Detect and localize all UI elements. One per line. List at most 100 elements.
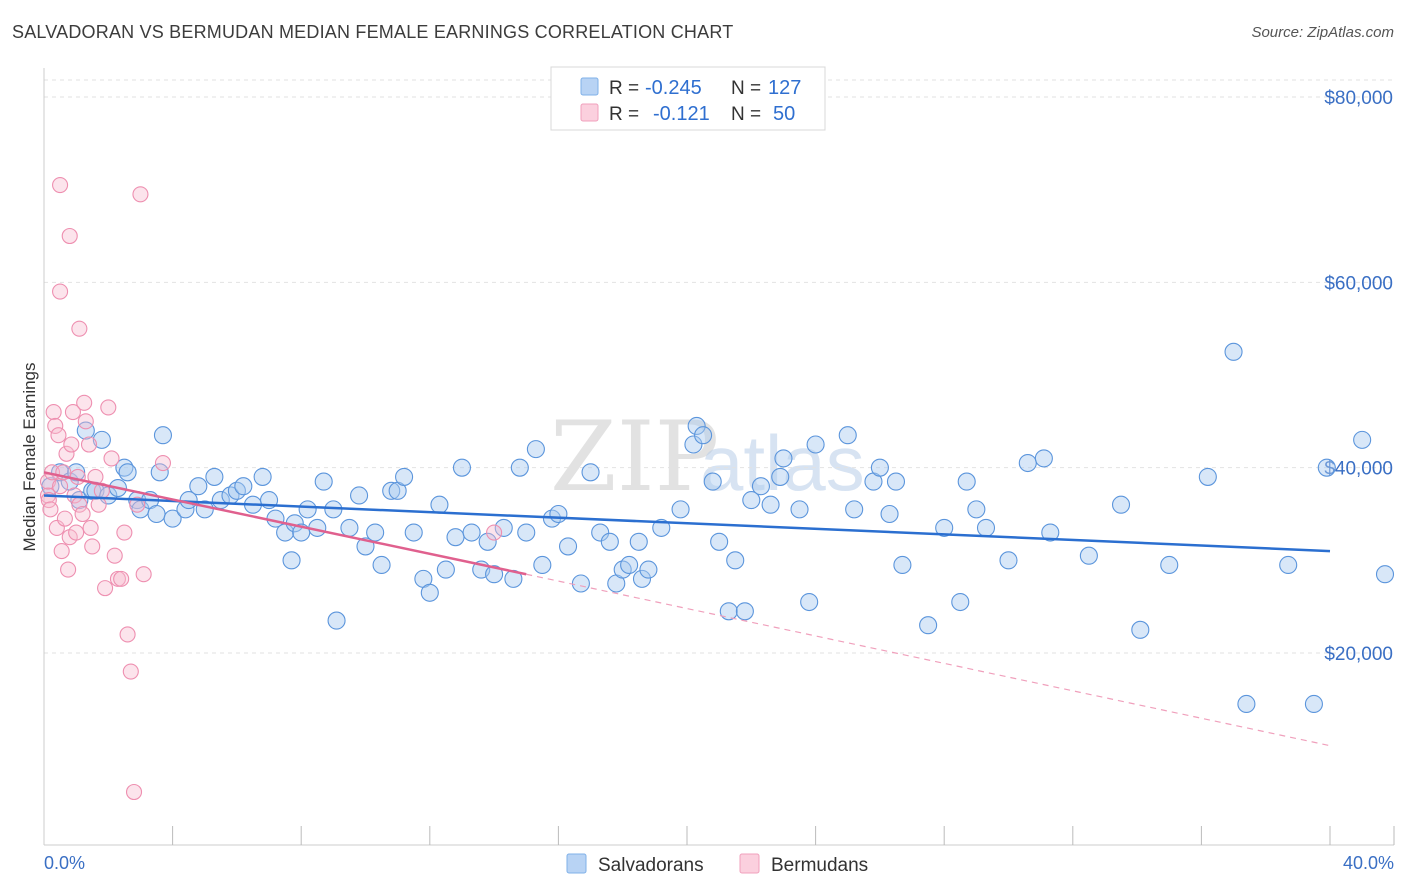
salvadoran-point — [1034, 449, 1053, 468]
bermudans-points — [39, 176, 503, 801]
legend-r-label-2: R = — [609, 104, 639, 125]
salvadoran-point — [629, 532, 648, 551]
bermudan-point — [103, 450, 120, 467]
salvadoran-point — [1317, 458, 1336, 477]
salvadoran-point — [632, 569, 652, 588]
salvadoran-point — [340, 518, 359, 537]
salvadoran-point — [282, 551, 301, 570]
legend-n-value-salvadorans: 127 — [768, 77, 801, 99]
salvadoran-point — [838, 426, 857, 445]
salvadoran-point — [430, 495, 449, 514]
salvadoran-point — [800, 592, 819, 612]
salvadoran-point — [845, 500, 864, 519]
bermudan-point — [100, 399, 117, 416]
salvadoran-point — [951, 592, 970, 612]
bermudan-point — [64, 404, 81, 421]
bermudan-point — [63, 436, 80, 453]
salvadoran-point — [452, 458, 472, 477]
salvadoran-point — [806, 435, 825, 454]
salvadoran-point — [67, 463, 86, 482]
bermudan-point — [97, 580, 114, 597]
bermudans-trend-line — [43, 471, 527, 576]
salvadoran-point — [790, 500, 809, 519]
bermudan-point — [76, 394, 93, 411]
bermudan-point — [52, 478, 69, 495]
salvadoran-point — [526, 440, 545, 459]
salvadoran-point — [671, 500, 690, 519]
salvadoran-point — [620, 555, 639, 575]
bermudan-point — [52, 176, 69, 194]
x-tick-label-min: 0.0% — [44, 853, 85, 873]
salvadoran-point — [761, 495, 780, 514]
salvadoran-point — [774, 449, 793, 468]
salvadoran-point — [1018, 453, 1037, 473]
salvadoran-point — [1198, 467, 1217, 486]
legend-n-value-bermudans: 50 — [773, 103, 795, 125]
salvadoran-point — [1111, 495, 1131, 514]
salvadoran-point — [1304, 694, 1323, 714]
bermudan-point — [119, 626, 136, 643]
salvadoran-point — [1224, 342, 1243, 361]
salvadoran-point — [694, 426, 713, 445]
salvadoran-point — [153, 426, 173, 445]
salvadoran-point — [549, 504, 568, 524]
salvadoran-point — [1237, 694, 1256, 714]
salvadoran-point — [1160, 555, 1179, 575]
salvadoran-point — [719, 602, 738, 621]
salvadoran-point — [870, 458, 889, 477]
salvadoran-point — [150, 463, 169, 482]
bottom-legend-label-bermudans: Bermudans — [771, 855, 868, 876]
y-tick-labels: $20,000 $40,000 $60,000 $80,000 — [1324, 88, 1393, 665]
legend-swatch-bermudans — [580, 103, 599, 122]
salvadoran-point — [314, 472, 333, 491]
salvadoran-point — [935, 518, 954, 537]
bermudan-point — [135, 566, 152, 583]
bermudan-point — [122, 663, 139, 680]
bottom-legend: Salvadorans Bermudans — [566, 853, 868, 876]
legend-r-value-salvadorans: -0.245 — [645, 77, 702, 99]
salvadoran-point — [613, 560, 632, 579]
y-tick-label: $60,000 — [1324, 273, 1393, 294]
salvadoran-point — [880, 504, 899, 524]
salvadoran-point — [510, 458, 529, 477]
bermudan-point — [106, 547, 123, 564]
bermudan-point — [80, 436, 98, 453]
bottom-legend-swatch-salvadorans — [566, 853, 587, 874]
salvadoran-point — [227, 481, 246, 500]
salvadoran-point — [591, 523, 610, 542]
salvadoran-point — [1131, 620, 1150, 639]
legend-box: R = -0.245 N = 127 R = -0.121 N = 50 — [550, 66, 826, 131]
bermudan-point — [154, 454, 172, 472]
salvadoran-point — [652, 518, 671, 537]
salvadorans-trend-line — [43, 494, 1331, 553]
salvadoran-point — [1041, 523, 1060, 542]
legend-r-label-1: R = — [609, 78, 639, 99]
salvadoran-point — [163, 509, 182, 528]
salvadoran-point — [205, 467, 224, 486]
salvadoran-point — [710, 532, 729, 551]
salvadoran-point — [742, 491, 761, 510]
salvadoran-point — [92, 430, 111, 449]
bermudan-point — [50, 427, 67, 444]
bermudan-point — [77, 413, 94, 430]
salvadoran-point — [76, 421, 95, 440]
bermudan-point — [56, 510, 73, 527]
bermudans-trend-extension — [526, 573, 1331, 747]
salvadoran-point — [118, 463, 137, 482]
bermudan-point — [90, 496, 107, 513]
y-axis-label: Median Female Earnings — [20, 363, 39, 552]
salvadoran-point — [366, 523, 385, 542]
bermudan-point — [52, 283, 69, 300]
bermudan-point — [82, 519, 99, 536]
y-tick-label: $20,000 — [1324, 644, 1393, 665]
bermudan-point — [45, 404, 62, 421]
bermudan-point — [113, 570, 130, 587]
salvadoran-point — [485, 565, 504, 584]
bermudan-point — [84, 538, 101, 555]
salvadoran-point — [462, 523, 481, 542]
salvadoran-point — [404, 523, 423, 542]
y-tick-label: $40,000 — [1324, 459, 1393, 480]
bermudan-point — [125, 783, 143, 801]
salvadoran-point — [571, 574, 590, 593]
trend-lines — [43, 471, 1331, 747]
